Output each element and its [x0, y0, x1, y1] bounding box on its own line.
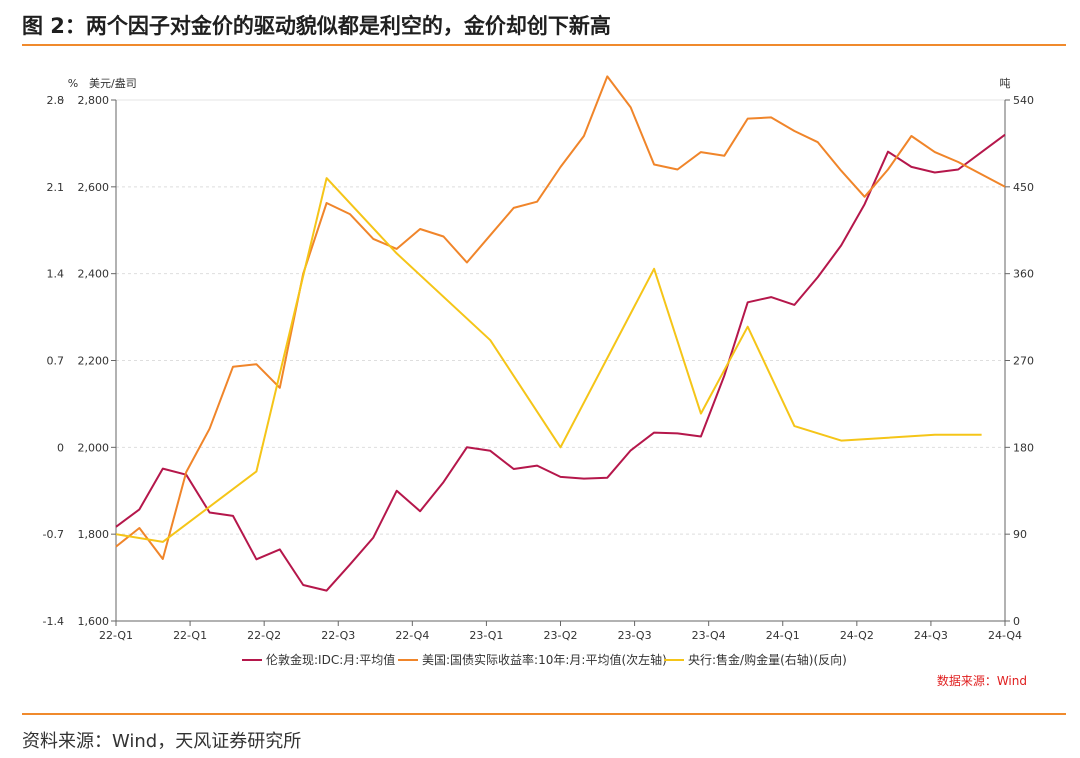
y-outer-tick-label: -1.4 — [43, 615, 64, 628]
series-line-real-yield — [115, 75, 1006, 560]
x-tick-label: 23-Q1 — [469, 629, 503, 642]
footer-source: 资料来源：Wind，天风证券研究所 — [22, 731, 302, 752]
x-tick-label: 22-Q3 — [321, 629, 355, 642]
title-divider — [22, 44, 1066, 46]
y-outer-tick-label: 2.1 — [47, 181, 65, 194]
chart-series — [115, 75, 1006, 592]
x-tick-label: 24-Q3 — [914, 629, 948, 642]
y-inner-tick-label: 2,400 — [78, 268, 110, 281]
chart-source-note: 数据来源：Wind — [937, 673, 1027, 688]
footer-divider — [22, 713, 1066, 715]
y-right-tick-label: 0 — [1013, 615, 1020, 628]
x-tick-label: 24-Q4 — [988, 629, 1022, 642]
legend-label-gold-price: 伦敦金现:IDC:月:平均值 — [266, 652, 395, 667]
y-outer-tick-label: -0.7 — [43, 528, 64, 541]
x-tick-label: 22-Q4 — [395, 629, 429, 642]
x-tick-label: 23-Q3 — [618, 629, 652, 642]
chart-axes: 2.8 2,800 540 2.1 2,600 450 1.4 2,400 360 0.7 2,20… — [43, 94, 1034, 642]
chart-legend: 伦敦金现:IDC:月:平均值 美国:国债实际收益率:10年:月:平均值(次左轴)… — [242, 652, 847, 667]
x-tick-label: 22-Q1 — [99, 629, 133, 642]
y-outer-tick-label: 0.7 — [47, 355, 65, 368]
y-right-tick-label: 450 — [1013, 181, 1034, 194]
x-tick-label: 22-Q1 — [173, 629, 207, 642]
series-line-gold-price — [115, 133, 1006, 592]
y-right-tick-label: 540 — [1013, 94, 1034, 107]
y-outer-tick-label: 1.4 — [47, 268, 65, 281]
y-outer-tick-label: 0 — [57, 441, 64, 454]
unit-label-outer-left: % — [68, 77, 78, 90]
legend-label-real-yield: 美国:国债实际收益率:10年:月:平均值(次左轴) — [422, 652, 667, 667]
series-line-cb-buying — [115, 177, 982, 543]
y-right-tick-label: 180 — [1013, 441, 1034, 454]
x-tick-label: 24-Q1 — [766, 629, 800, 642]
unit-label-right: 吨 — [1000, 77, 1011, 90]
x-tick-label: 23-Q2 — [543, 629, 577, 642]
chart-grid — [116, 99, 1005, 535]
unit-label-inner-left: 美元/盎司 — [89, 76, 137, 90]
y-right-tick-label: 270 — [1013, 355, 1034, 368]
x-tick-label: 22-Q2 — [247, 629, 281, 642]
figure-title: 图 2：两个因子对金价的驱动貌似都是利空的，金价却创下新高 — [22, 14, 611, 38]
y-inner-tick-label: 1,800 — [78, 528, 110, 541]
x-tick-label: 23-Q4 — [692, 629, 726, 642]
y-inner-tick-label: 2,600 — [78, 181, 110, 194]
y-outer-tick-label: 2.8 — [47, 94, 65, 107]
legend-label-cb-buying: 央行:售金/购金量(右轴)(反向) — [688, 652, 847, 667]
y-inner-tick-label: 2,200 — [78, 355, 110, 368]
y-right-tick-label: 90 — [1013, 528, 1027, 541]
y-inner-tick-label: 1,600 — [78, 615, 110, 628]
y-right-tick-label: 360 — [1013, 268, 1034, 281]
x-tick-label: 24-Q2 — [840, 629, 874, 642]
y-inner-tick-label: 2,800 — [78, 94, 110, 107]
y-inner-tick-label: 2,000 — [78, 441, 110, 454]
